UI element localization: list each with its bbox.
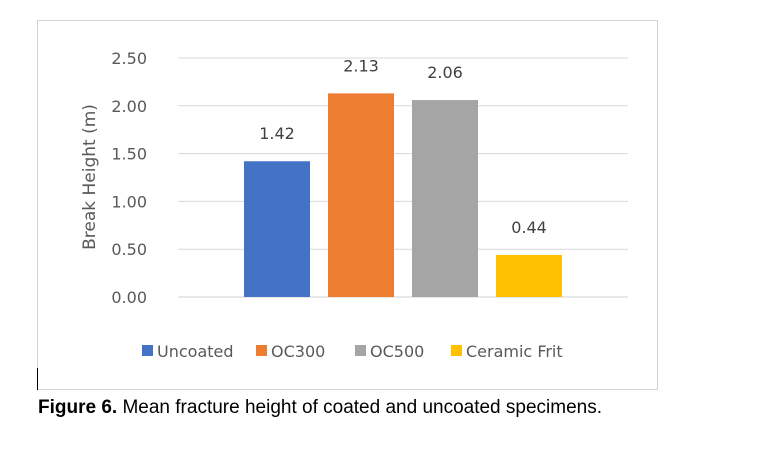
text-cursor (37, 368, 38, 390)
y-tick-label: 1.00 (111, 192, 147, 211)
figure-caption-label: Figure 6. (38, 397, 118, 418)
data-label: 2.13 (343, 56, 379, 75)
bar (412, 100, 478, 298)
y-axis-label: Break Height (m) (80, 104, 100, 250)
y-tick-label: 1.50 (111, 145, 147, 164)
bar (244, 161, 310, 297)
legend: Uncoated OC300 OC500 Ceramic Frit (142, 342, 563, 361)
data-label: 2.06 (427, 63, 463, 82)
figure-caption: Figure 6. Mean fracture height of coated… (38, 397, 602, 419)
y-axis-ticks: 0.00 0.50 1.00 1.50 2.00 2.50 (111, 49, 147, 307)
legend-swatch (256, 345, 267, 356)
legend-label: Uncoated (157, 342, 234, 361)
bar (496, 254, 562, 297)
legend-label: OC300 (271, 342, 325, 361)
legend-swatch (355, 345, 366, 356)
y-tick-label: 2.00 (111, 97, 147, 116)
legend-label: Ceramic Frit (466, 342, 563, 361)
data-label: 0.44 (511, 218, 547, 237)
y-tick-label: 0.50 (111, 240, 147, 259)
data-label: 1.42 (259, 124, 295, 143)
y-tick-label: 0.00 (111, 288, 147, 307)
figure-caption-text: Mean fracture height of coated and uncoa… (117, 397, 602, 418)
legend-swatch (142, 345, 153, 356)
y-tick-label: 2.50 (111, 49, 147, 68)
legend-swatch (451, 345, 462, 356)
legend-label: OC500 (370, 342, 424, 361)
data-labels: 1.42 2.13 2.06 0.44 (259, 56, 547, 237)
bars (244, 93, 562, 298)
bar (328, 93, 394, 297)
